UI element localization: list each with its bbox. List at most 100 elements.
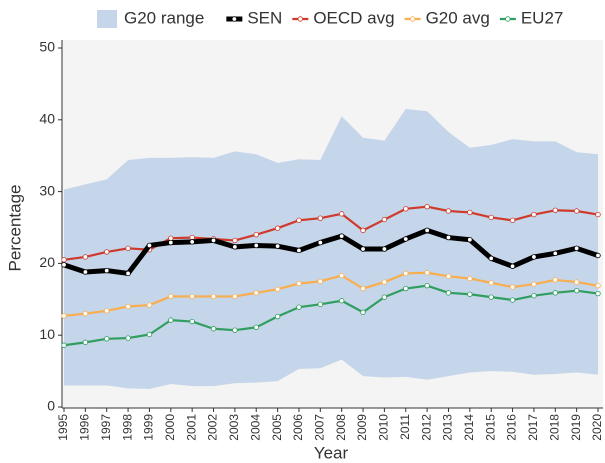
point [403, 206, 409, 212]
point [146, 242, 153, 249]
point [531, 293, 537, 299]
point [146, 331, 153, 338]
point [552, 207, 558, 213]
legend-label: EU27 [521, 8, 564, 27]
point [595, 211, 601, 218]
x-tick-label: 2005 [270, 414, 284, 441]
point [531, 281, 537, 287]
point [403, 236, 409, 242]
point [467, 275, 473, 282]
point [232, 244, 238, 250]
point [338, 272, 345, 279]
point [573, 287, 580, 294]
x-tick-label: 2013 [441, 414, 455, 441]
point [146, 302, 153, 308]
x-tick-label: 1997 [99, 414, 113, 441]
legend-key-point [231, 16, 238, 22]
point [317, 278, 324, 285]
y-tick-label: 10 [39, 326, 55, 342]
x-tick-label: 2006 [291, 414, 305, 441]
x-tick-label: 2007 [312, 414, 326, 441]
point [338, 211, 345, 217]
point [274, 243, 281, 249]
x-tick-label: 1998 [120, 414, 134, 441]
point [381, 294, 388, 300]
point [403, 270, 409, 277]
point [531, 211, 537, 218]
legend-key-point [297, 16, 304, 22]
point [360, 285, 366, 292]
point [210, 326, 217, 332]
x-tick-label: 2015 [483, 414, 497, 441]
point [595, 282, 601, 289]
point [338, 298, 345, 304]
point [552, 290, 558, 296]
x-tick-label: 2002 [206, 414, 220, 441]
point [104, 249, 110, 255]
x-tick-label: 2010 [377, 414, 391, 441]
point [61, 342, 67, 348]
point [381, 279, 388, 285]
point [168, 239, 174, 246]
point [509, 217, 516, 224]
point [104, 336, 110, 342]
y-tick-label: 20 [39, 254, 55, 270]
point [488, 280, 494, 286]
point [445, 273, 452, 280]
x-tick-label: 1996 [78, 414, 92, 441]
legend-swatch [97, 10, 117, 28]
range-area [64, 109, 598, 390]
point [424, 203, 430, 210]
point [317, 239, 324, 246]
point [274, 225, 281, 231]
y-tick-label: 30 [39, 182, 55, 198]
legend-key-point [505, 16, 511, 22]
point [232, 293, 238, 300]
point [232, 237, 238, 244]
x-tick-label: 2004 [248, 414, 262, 441]
point [488, 214, 494, 221]
point [381, 246, 388, 252]
point [552, 277, 558, 283]
x-tick-label: 2000 [163, 414, 177, 441]
point [61, 257, 67, 263]
legend-label: SEN [247, 8, 282, 27]
series-line [63, 205, 599, 261]
series-line [63, 284, 599, 347]
point [82, 339, 89, 346]
point [445, 208, 452, 214]
x-tick-label: 2020 [590, 414, 604, 441]
point [274, 286, 281, 292]
point [296, 247, 302, 254]
x-tick-label: 2018 [547, 414, 561, 441]
point [232, 327, 238, 333]
x-tick-label: 2008 [334, 414, 348, 441]
point [488, 255, 494, 262]
point [104, 308, 110, 314]
point [509, 263, 516, 269]
point [82, 310, 89, 317]
point [82, 254, 89, 260]
point [573, 245, 580, 252]
point [317, 301, 324, 308]
x-tick-label: 2009 [355, 414, 369, 441]
point [467, 291, 473, 297]
point [552, 250, 558, 257]
point [573, 279, 580, 285]
point [509, 297, 516, 303]
y-tick-label: 0 [47, 398, 55, 414]
point [338, 233, 345, 239]
point [253, 242, 259, 249]
point [531, 254, 537, 260]
point [296, 280, 302, 287]
point [125, 245, 131, 252]
y-axis-label: Percentage [5, 185, 24, 272]
point [253, 290, 259, 296]
point [253, 231, 259, 238]
point [61, 262, 67, 268]
point [467, 237, 473, 243]
point [210, 237, 217, 244]
point [317, 215, 324, 221]
